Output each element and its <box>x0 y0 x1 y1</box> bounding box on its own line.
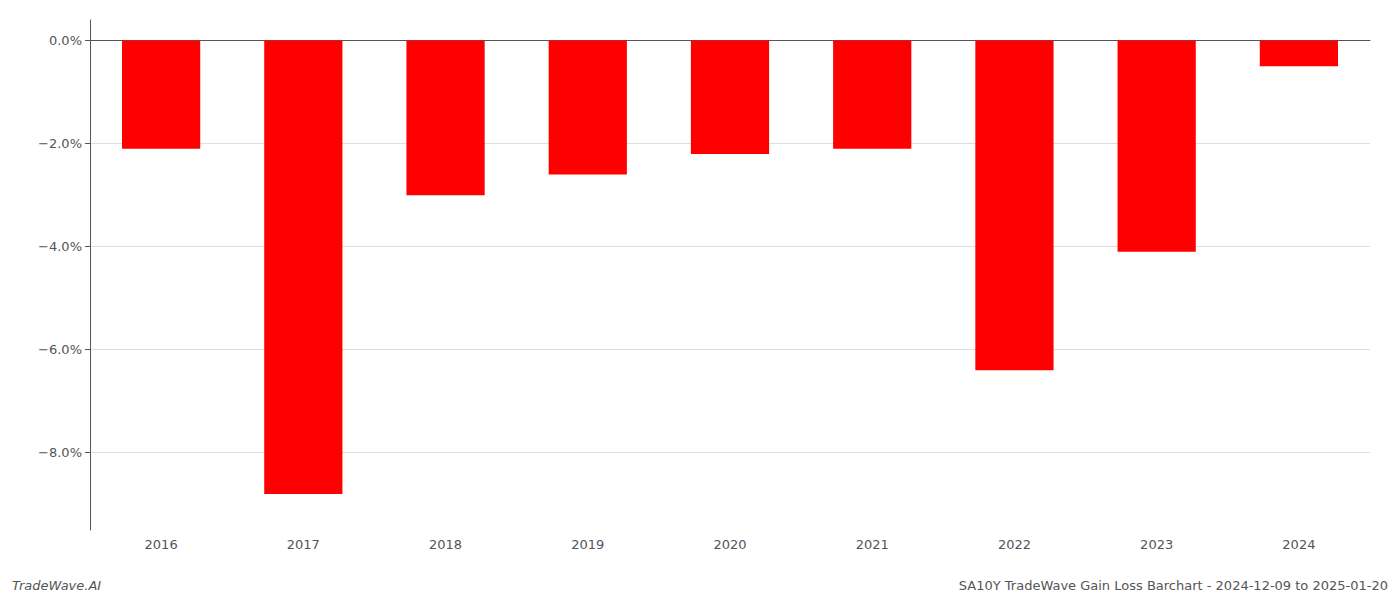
svg-text:2017: 2017 <box>287 537 320 552</box>
svg-text:0.0%: 0.0% <box>49 33 82 48</box>
svg-text:2020: 2020 <box>713 537 746 552</box>
svg-text:SA10Y TradeWave Gain Loss Barc: SA10Y TradeWave Gain Loss Barchart - 202… <box>959 578 1388 593</box>
svg-text:−2.0%: −2.0% <box>38 136 82 151</box>
svg-text:2019: 2019 <box>571 537 604 552</box>
svg-text:2018: 2018 <box>429 537 462 552</box>
svg-text:2016: 2016 <box>145 537 178 552</box>
svg-text:−8.0%: −8.0% <box>38 445 82 460</box>
svg-text:−6.0%: −6.0% <box>38 342 82 357</box>
svg-text:2024: 2024 <box>1282 537 1315 552</box>
svg-text:2022: 2022 <box>998 537 1031 552</box>
svg-text:2021: 2021 <box>856 537 889 552</box>
svg-text:2023: 2023 <box>1140 537 1173 552</box>
svg-text:−4.0%: −4.0% <box>38 239 82 254</box>
svg-text:TradeWave.AI: TradeWave.AI <box>12 578 101 593</box>
